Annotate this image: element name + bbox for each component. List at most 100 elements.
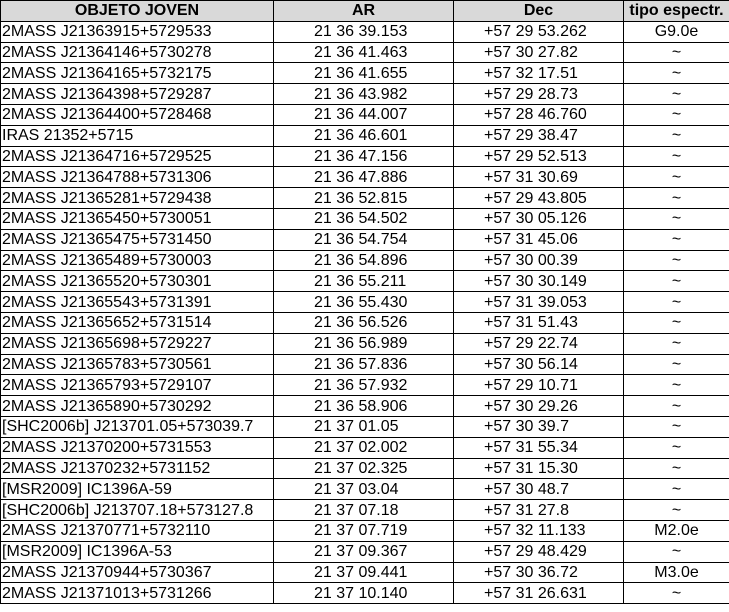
table-row: 2MASS J21363915+5729533 21 36 39.153 +57 2… xyxy=(0,20,729,43)
table-row: 2MASS J21370232+5731152 21 37 02.325 +57 3… xyxy=(0,457,729,480)
dec-cell: +57 30 56.14 xyxy=(453,353,624,376)
dec-cell: +57 30 05.126 xyxy=(453,207,624,230)
dec-cell: +57 30 00.39 xyxy=(453,249,624,272)
object-name-cell: [SHC2006b] J213707.18+573127.8 xyxy=(0,499,274,521)
table-row: 2MASS J21365543+5731391 21 36 55.430 +57 3… xyxy=(0,291,729,313)
dec-cell: +57 31 55.34 xyxy=(453,436,624,459)
ar-cell: 21 36 47.156 xyxy=(273,145,454,168)
table-row: 2MASS J21365698+5729227 21 36 56.989 +57 2… xyxy=(0,332,729,355)
spectral-type-cell: ~ xyxy=(623,249,729,272)
table-row: [SHC2006b] J213701.05+573039.7 21 37 01.0… xyxy=(0,415,729,438)
object-name-cell: 2MASS J21370200+5731553 xyxy=(0,436,274,459)
ar-cell: 21 37 09.367 xyxy=(273,540,454,563)
ar-cell: 21 36 47.886 xyxy=(273,166,454,189)
spectral-type-cell: ~ xyxy=(623,582,729,605)
object-name-cell: 2MASS J21365783+5730561 xyxy=(0,353,274,376)
table-row: 2MASS J21365652+5731514 21 36 56.526 +57 3… xyxy=(0,311,729,334)
dec-cell: +57 32 17.51 xyxy=(453,62,624,85)
object-name-cell: 2MASS J21365520+5730301 xyxy=(0,270,274,293)
table-row: 2MASS J21371013+5731266 21 37 10.140 +57 3… xyxy=(0,582,729,605)
object-name-cell: 2MASS J21370944+5730367 xyxy=(0,561,274,584)
table-row: 2MASS J21365489+5730003 21 36 54.896 +57 3… xyxy=(0,249,729,272)
ar-cell: 21 37 02.002 xyxy=(273,436,454,459)
table-row: 2MASS J21365783+5730561 21 36 57.836 +57 3… xyxy=(0,353,729,376)
object-name-cell: 2MASS J21365890+5730292 xyxy=(0,395,274,417)
dec-cell: +57 28 46.760 xyxy=(453,103,624,126)
object-name-cell: 2MASS J21365281+5729438 xyxy=(0,187,274,209)
ar-cell: 21 36 56.526 xyxy=(273,311,454,334)
dec-cell: +57 29 52.513 xyxy=(453,145,624,168)
spectral-type-cell: ~ xyxy=(623,187,729,209)
header-tipo-espectral: tipo espectr. xyxy=(623,0,729,22)
ar-cell: 21 36 54.896 xyxy=(273,249,454,272)
object-name-cell: [SHC2006b] J213701.05+573039.7 xyxy=(0,415,274,438)
dec-cell: +57 31 51.43 xyxy=(453,311,624,334)
table-row: [MSR2009] IC1396A-53 21 37 09.367 +57 29 4… xyxy=(0,540,729,563)
spectral-type-cell: ~ xyxy=(623,478,729,501)
spectral-type-cell: ~ xyxy=(623,62,729,85)
spectral-type-cell: ~ xyxy=(623,540,729,563)
object-name-cell: 2MASS J21370771+5732110 xyxy=(0,519,274,542)
dec-cell: +57 30 48.7 xyxy=(453,478,624,501)
dec-cell: +57 29 38.47 xyxy=(453,124,624,147)
table-row: 2MASS J21364400+5728468 21 36 44.007 +57 2… xyxy=(0,103,729,126)
dec-cell: +57 29 53.262 xyxy=(453,20,624,43)
ar-cell: 21 36 41.655 xyxy=(273,62,454,85)
object-name-cell: 2MASS J21364398+5729287 xyxy=(0,83,274,105)
object-name-cell: 2MASS J21363915+5729533 xyxy=(0,20,274,43)
ar-cell: 21 36 56.989 xyxy=(273,332,454,355)
table-row: 2MASS J21364716+5729525 21 36 47.156 +57 2… xyxy=(0,145,729,168)
spectral-type-cell: ~ xyxy=(623,103,729,126)
table-row: 2MASS J21365520+5730301 21 36 55.211 +57 3… xyxy=(0,270,729,293)
header-objeto-joven: OBJETO JOVEN xyxy=(0,0,274,22)
table-row: 2MASS J21370771+5732110 21 37 07.719 +57 3… xyxy=(0,519,729,542)
ar-cell: 21 36 57.932 xyxy=(273,374,454,397)
ar-cell: 21 37 03.04 xyxy=(273,478,454,501)
table-row: 2MASS J21370944+5730367 21 37 09.441 +57 3… xyxy=(0,561,729,584)
spectral-type-cell: ~ xyxy=(623,207,729,230)
spectral-type-cell: ~ xyxy=(623,457,729,480)
dec-cell: +57 30 29.26 xyxy=(453,395,624,417)
ar-cell: 21 36 52.815 xyxy=(273,187,454,209)
spectral-type-cell: ~ xyxy=(623,83,729,105)
dec-cell: +57 31 39.053 xyxy=(453,291,624,313)
ar-cell: 21 37 09.441 xyxy=(273,561,454,584)
object-name-cell: 2MASS J21364716+5729525 xyxy=(0,145,274,168)
object-name-cell: 2MASS J21365543+5731391 xyxy=(0,291,274,313)
object-name-cell: 2MASS J21365475+5731450 xyxy=(0,228,274,251)
ar-cell: 21 37 10.140 xyxy=(273,582,454,605)
table-row: [SHC2006b] J213707.18+573127.8 21 37 07.1… xyxy=(0,499,729,521)
ar-cell: 21 36 39.153 xyxy=(273,20,454,43)
ar-cell: 21 36 41.463 xyxy=(273,41,454,64)
dec-cell: +57 32 11.133 xyxy=(453,519,624,542)
table-row: 2MASS J21364165+5732175 21 36 41.655 +57 3… xyxy=(0,62,729,85)
dec-cell: +57 30 36.72 xyxy=(453,561,624,584)
spectral-type-cell: ~ xyxy=(623,270,729,293)
table-row: 2MASS J21364398+5729287 21 36 43.982 +57 2… xyxy=(0,83,729,105)
dec-cell: +57 31 30.69 xyxy=(453,166,624,189)
spectral-type-cell: ~ xyxy=(623,436,729,459)
ar-cell: 21 36 46.601 xyxy=(273,124,454,147)
ar-cell: 21 36 54.502 xyxy=(273,207,454,230)
table-row: 2MASS J21365475+5731450 21 36 54.754 +57 3… xyxy=(0,228,729,251)
ar-cell: 21 36 55.430 xyxy=(273,291,454,313)
object-name-cell: 2MASS J21364165+5732175 xyxy=(0,62,274,85)
dec-cell: +57 31 27.8 xyxy=(453,499,624,521)
header-ar: AR xyxy=(273,0,454,22)
table-row: [MSR2009] IC1396A-59 21 37 03.04 +57 30 48… xyxy=(0,478,729,501)
table-row: IRAS 21352+5715 21 36 46.601 +57 29 38.47 ~ xyxy=(0,124,729,147)
object-name-cell: [MSR2009] IC1396A-53 xyxy=(0,540,274,563)
dec-cell: +57 29 10.71 xyxy=(453,374,624,397)
dec-cell: +57 31 15.30 xyxy=(453,457,624,480)
spectral-type-cell: ~ xyxy=(623,332,729,355)
spectral-type-cell: ~ xyxy=(623,291,729,313)
dec-cell: +57 29 43.805 xyxy=(453,187,624,209)
dec-cell: +57 29 48.429 xyxy=(453,540,624,563)
object-name-cell: 2MASS J21364788+5731306 xyxy=(0,166,274,189)
object-name-cell: 2MASS J21365652+5731514 xyxy=(0,311,274,334)
table-row: 2MASS J21364146+5730278 21 36 41.463 +57 3… xyxy=(0,41,729,64)
ar-cell: 21 37 01.05 xyxy=(273,415,454,438)
table-row: 2MASS J21365450+5730051 21 36 54.502 +57 3… xyxy=(0,207,729,230)
ar-cell: 21 36 43.982 xyxy=(273,83,454,105)
